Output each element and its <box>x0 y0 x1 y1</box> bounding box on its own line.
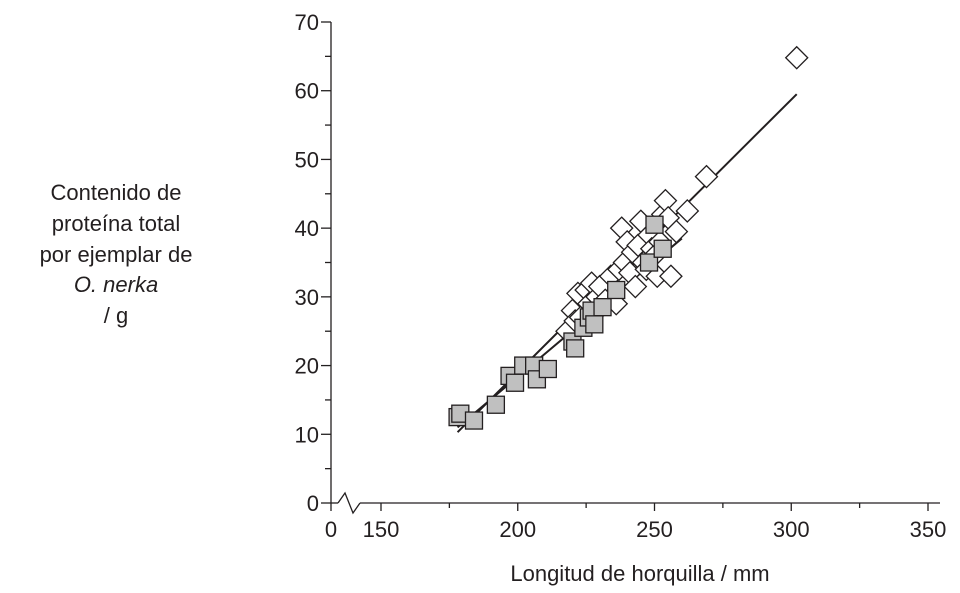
x-axis-label: Longitud de horquilla / mm <box>510 561 770 586</box>
y-tick-label: 20 <box>295 354 319 379</box>
square-marker <box>566 339 585 358</box>
y-tick-label: 60 <box>295 79 319 104</box>
y-axis-label-line: Contenido de <box>50 180 182 205</box>
x-tick-label: 250 <box>636 517 673 542</box>
square-marker <box>505 373 525 392</box>
x-axis-break <box>337 491 361 515</box>
y-tick-label: 50 <box>295 147 319 172</box>
y-tick-label: 30 <box>295 285 319 310</box>
y-axis-label-unit: / g <box>103 303 129 329</box>
square-marker <box>653 239 672 258</box>
diamond-marker <box>784 45 809 70</box>
square-marker <box>593 298 612 317</box>
diamond-marker <box>694 164 719 189</box>
y-tick-label: 40 <box>295 216 319 241</box>
square-marker <box>585 315 604 334</box>
x-tick-label: 150 <box>363 517 400 542</box>
axes: 0 10 20 30 40 50 60 70 0 150 200 250 300 350 <box>295 10 947 542</box>
y-axis-label: Contenido de proteína total por ejemplar… <box>0 178 232 332</box>
y-tick-label: 10 <box>295 422 319 447</box>
diamond-marker <box>623 274 648 299</box>
square-marker <box>607 280 626 300</box>
y-tick-label: 0 <box>307 491 319 516</box>
square-marker <box>538 359 557 379</box>
y-axis-label-line: por ejemplar de <box>39 241 193 267</box>
x-tick-label: 300 <box>773 517 810 542</box>
x-tick-label: 200 <box>499 517 536 542</box>
y-axis-label-line: proteína total <box>51 210 181 236</box>
diamond-marker <box>675 199 700 223</box>
diamond-marker <box>658 264 683 289</box>
y-tick-label: 70 <box>295 10 319 35</box>
diamond-marker <box>664 219 689 244</box>
x-tick-label: 0 <box>325 517 337 542</box>
y-axis-label-species: O. nerka <box>73 272 159 298</box>
data-points <box>448 45 809 430</box>
x-tick-label: 350 <box>910 517 947 542</box>
square-marker <box>645 215 664 234</box>
square-marker <box>639 253 659 272</box>
square-marker <box>486 395 506 414</box>
square-marker <box>464 411 484 430</box>
